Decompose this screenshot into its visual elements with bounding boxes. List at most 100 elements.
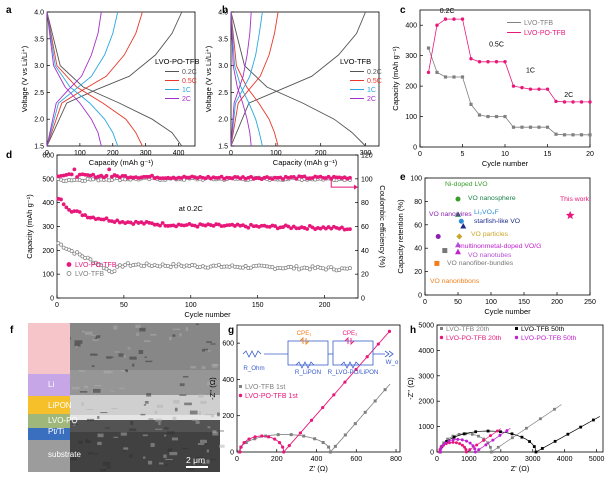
data-point [469, 57, 473, 61]
data-point [491, 438, 495, 442]
data-point [109, 174, 114, 179]
data-point [289, 433, 293, 437]
data-point [468, 448, 472, 452]
legend-entry: 2C [182, 96, 191, 103]
sem-texture [70, 456, 77, 461]
data-point [246, 225, 251, 230]
y2-tick-label: 120 [361, 153, 373, 160]
data-point [123, 262, 128, 267]
data-point [474, 430, 478, 434]
data-point [171, 262, 176, 267]
point-label: multinonmetal-doped VO/G [459, 243, 541, 250]
point-label: starfish-like VO [474, 218, 520, 225]
data-point [460, 17, 465, 21]
y-tick-label: 2000 [418, 399, 434, 406]
y-tick-label: 100 [410, 176, 422, 183]
sem-texture [75, 345, 78, 348]
panel-h: 0 1000 2000 3000 4000 5000 0 1000 2000 3000 4000 50… [406, 323, 605, 474]
data-point [253, 435, 257, 439]
data-point [150, 173, 154, 178]
fit-line-lvo-tfb [238, 383, 391, 453]
y-axis-label: -Z'' (Ω) [406, 377, 415, 400]
sem-texture [103, 370, 111, 374]
data-point [489, 450, 493, 454]
data-point [270, 265, 275, 270]
data-point [168, 264, 173, 269]
x-tick-label: 800 [390, 456, 402, 463]
data-point [343, 380, 347, 384]
sem-texture [111, 356, 114, 358]
sem-texture [86, 440, 91, 443]
data-point [462, 432, 466, 436]
y2-axis-label: Coulombic efficiency (%) [378, 185, 387, 268]
x-tick-label: 150 [252, 302, 264, 309]
sem-texture [183, 375, 189, 378]
sem-texture [172, 328, 181, 330]
data-point [520, 125, 524, 129]
data-point [302, 434, 306, 438]
data-point [475, 443, 479, 447]
x-tick-label: 0 [423, 299, 427, 306]
data-point [520, 435, 524, 439]
data-point [158, 264, 162, 269]
y-tick-label: 4000 [418, 348, 434, 355]
data-point [460, 438, 464, 442]
data-point [494, 114, 499, 119]
sem-texture [84, 385, 89, 389]
data-point [486, 429, 490, 433]
y-tick-label: 4.0 [34, 10, 44, 17]
x-tick-label: 1000 [461, 456, 477, 463]
sem-texture [71, 386, 80, 390]
scale-label: 2 μm [186, 455, 205, 465]
data-point [499, 430, 502, 434]
data-point [553, 407, 556, 411]
data-point [64, 205, 69, 210]
sem-texture [120, 432, 127, 436]
data-point [83, 213, 87, 217]
sem-texture [181, 448, 189, 450]
data-point [539, 417, 542, 421]
sem-texture [146, 393, 152, 397]
sem-texture [100, 468, 107, 472]
sem-texture [74, 343, 81, 347]
data-point [72, 209, 77, 214]
panel-b: 0 100 200 300 1.5 2.0 2.5 3.0 3.5 4.0 Capacity (mA… [204, 10, 382, 168]
legend-marker [515, 327, 518, 330]
data-point [537, 87, 541, 91]
data-point [562, 133, 567, 137]
sem-band [28, 415, 220, 420]
sem-texture [111, 390, 115, 392]
sem-texture [179, 383, 185, 387]
data-point [488, 445, 492, 449]
sem-texture [79, 391, 88, 393]
sem-texture [195, 323, 199, 325]
data-point [545, 87, 550, 91]
panel-letter: e [400, 172, 406, 183]
data-point [451, 438, 455, 442]
legend-title: LVO-TFB [340, 57, 371, 66]
sem-texture [138, 350, 144, 355]
data-point [144, 261, 149, 266]
data-point [469, 102, 473, 106]
sem-texture [156, 404, 163, 408]
data-point [532, 445, 536, 448]
y-tick-label: 0 [430, 450, 434, 457]
sem-texture [205, 350, 211, 352]
legend-entry: 0.5C [367, 78, 382, 85]
x-tick-label: 10 [501, 151, 509, 158]
sem-texture [100, 412, 108, 414]
x-tick-label: 50 [120, 302, 128, 309]
x-axis-label: Cycle number [184, 310, 231, 319]
data-point [99, 263, 104, 267]
panel-letter: g [228, 325, 234, 336]
sem-texture [198, 411, 202, 416]
x-tick-label: 0 [229, 150, 233, 157]
point-label: VO particles [471, 231, 509, 238]
layer-band [28, 428, 70, 440]
data-point [142, 264, 146, 269]
data-point [160, 176, 165, 181]
sem-texture [78, 370, 85, 372]
plot-frame [424, 177, 591, 296]
